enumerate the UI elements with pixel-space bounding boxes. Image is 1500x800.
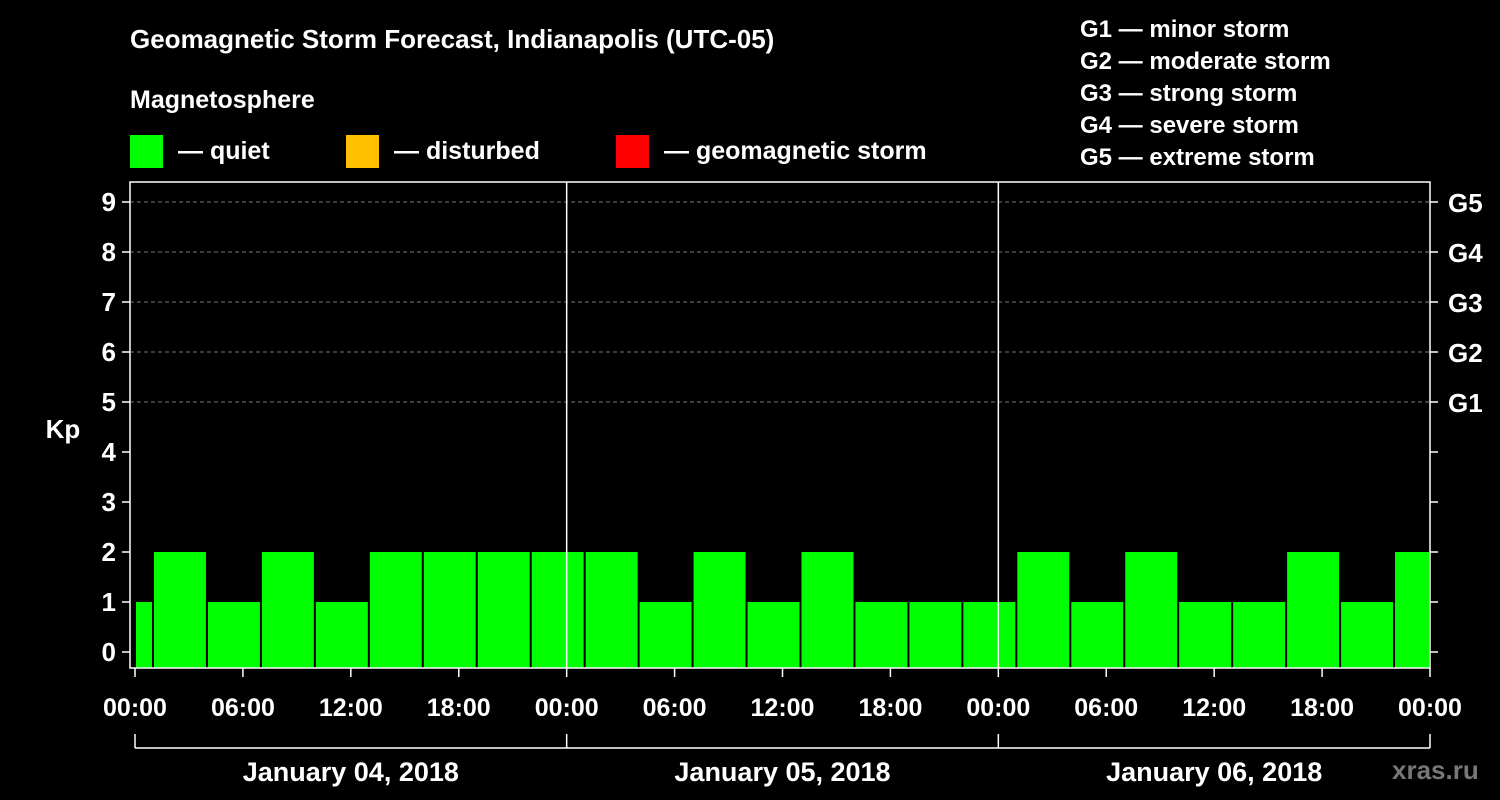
legend-item-quiet: — quiet — [130, 134, 270, 168]
legend-item-disturbed: — disturbed — [346, 134, 540, 168]
site-watermark: xras.ru — [1392, 755, 1479, 785]
legend-swatch-disturbed — [346, 134, 379, 168]
legend-swatch-quiet — [130, 134, 163, 168]
x-tick-label: 12:00 — [1182, 694, 1246, 722]
day-label-2: January 05, 2018 — [674, 757, 890, 787]
y-tick-label: 8 — [102, 237, 116, 267]
kp-bar-17 — [1017, 552, 1070, 668]
kp-bar-13 — [801, 552, 854, 668]
y-tick-label: 0 — [102, 637, 116, 667]
kp-bar-0 — [136, 602, 152, 668]
kp-bar-22 — [1287, 552, 1340, 668]
chart-title: Geomagnetic Storm Forecast, Indianapolis… — [130, 24, 775, 54]
x-tick-label: 12:00 — [751, 694, 815, 722]
storm-scale-g5: G5 — extreme storm — [1080, 144, 1315, 171]
kp-bar-10 — [639, 602, 692, 668]
kp-bar-18 — [1071, 602, 1124, 668]
storm-scale-g4: G4 — severe storm — [1080, 112, 1299, 139]
y-tick-label: 5 — [102, 387, 116, 417]
x-tick-label: 06:00 — [643, 694, 707, 722]
kp-bar-2 — [207, 602, 260, 668]
kp-bar-15 — [909, 602, 962, 668]
g-level-label-g1: G1 — [1448, 388, 1483, 418]
g-level-label-g3: G3 — [1448, 288, 1483, 318]
y-tick-label: 9 — [102, 187, 116, 217]
storm-scale-g3: G3 — strong storm — [1080, 80, 1298, 107]
chart-subtitle: Magnetosphere — [130, 86, 315, 114]
legend-label-disturbed: — disturbed — [394, 136, 540, 165]
x-tick-label: 18:00 — [427, 694, 491, 722]
kp-bar-20 — [1179, 602, 1232, 668]
kp-bar-6 — [423, 552, 476, 668]
legend-swatch-storm — [616, 134, 649, 168]
kp-bar-11 — [693, 552, 746, 668]
y-tick-label: 6 — [102, 337, 116, 367]
legend-item-storm: — geomagnetic storm — [616, 134, 927, 168]
kp-bar-23 — [1341, 602, 1394, 668]
y-tick-label: 2 — [102, 537, 116, 567]
x-tick-label: 18:00 — [858, 694, 922, 722]
storm-scale-legend: G1 — minor storm G2 — moderate storm G3 … — [1080, 14, 1331, 174]
x-tick-label: 06:00 — [211, 694, 275, 722]
day-label-3: January 06, 2018 — [1106, 757, 1322, 787]
day-label-1: January 04, 2018 — [243, 757, 459, 787]
kp-bar-14 — [855, 602, 908, 668]
kp-bar-9 — [585, 552, 638, 668]
x-tick-label: 18:00 — [1290, 694, 1354, 722]
kp-bar-1 — [153, 552, 206, 668]
x-tick-label: 00:00 — [966, 694, 1030, 722]
kp-bar-12 — [747, 602, 800, 668]
kp-bar-16 — [963, 602, 1016, 668]
storm-scale-g1: G1 — minor storm — [1080, 16, 1290, 43]
legend-label-quiet: — quiet — [178, 136, 270, 165]
y-tick-label: 3 — [102, 487, 116, 517]
storm-scale-g2: G2 — moderate storm — [1080, 48, 1331, 75]
kp-bar-21 — [1233, 602, 1286, 668]
kp-bar-24 — [1395, 552, 1429, 668]
y-tick-label: 1 — [102, 587, 116, 617]
g-level-label-g2: G2 — [1448, 338, 1483, 368]
kp-bar-8 — [531, 552, 584, 668]
plot-frame — [129, 181, 1431, 669]
kp-bar-7 — [477, 552, 530, 668]
y-tick-label: 7 — [102, 287, 116, 317]
legend-label-storm: — geomagnetic storm — [664, 136, 927, 165]
kp-bar-19 — [1125, 552, 1178, 668]
kp-bar-3 — [261, 552, 314, 668]
x-tick-label: 00:00 — [1398, 694, 1462, 722]
x-tick-label: 06:00 — [1074, 694, 1138, 722]
kp-bar-4 — [315, 602, 368, 668]
y-tick-label: 4 — [102, 437, 117, 467]
g-level-label-g5: G5 — [1448, 188, 1483, 218]
y-axis-label: Kp — [46, 414, 81, 444]
kp-bar-5 — [369, 552, 422, 668]
g-level-label-g4: G4 — [1448, 238, 1483, 268]
x-tick-label: 00:00 — [535, 694, 599, 722]
x-tick-label: 12:00 — [319, 694, 383, 722]
x-tick-label: 00:00 — [103, 694, 167, 722]
